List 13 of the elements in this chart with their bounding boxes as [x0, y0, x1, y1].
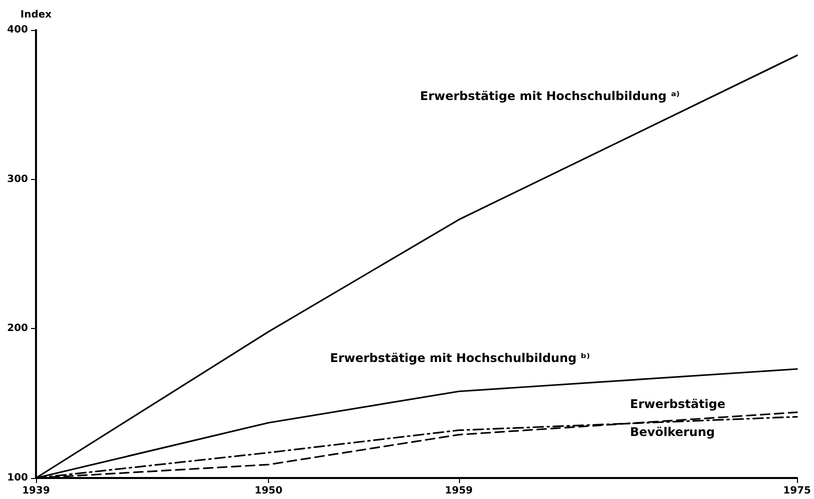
- series-label: Erwerbstätige mit Hochschulbildung ᵃ⁾: [420, 89, 680, 103]
- y-axis-title: Index: [20, 10, 52, 20]
- series-label: Erwerbstätige: [630, 397, 726, 411]
- y-tick-label: 300: [7, 174, 28, 185]
- series-label: Bevölkerung: [630, 425, 715, 439]
- x-tick-label: 1939: [22, 486, 50, 496]
- y-tick-label: 100: [7, 472, 28, 484]
- x-tick-label: 1950: [254, 486, 283, 496]
- x-tick-label: 1975: [783, 486, 812, 496]
- series-label: Erwerbstätige mit Hochschulbildung ᵇ⁾: [330, 351, 590, 365]
- y-tick-label: 200: [7, 323, 28, 334]
- y-tick-label: 400: [7, 24, 28, 36]
- x-tick-label: 1959: [444, 486, 473, 496]
